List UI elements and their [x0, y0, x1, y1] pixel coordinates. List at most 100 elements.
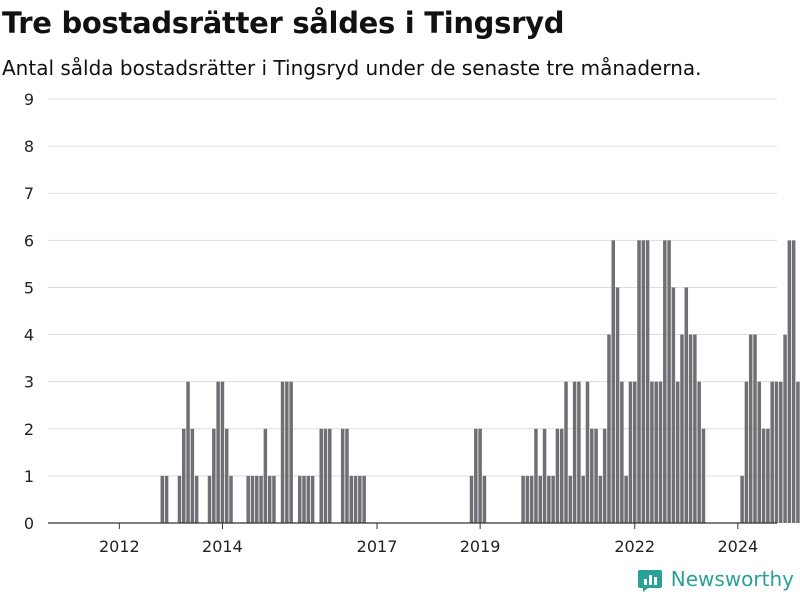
- bar: [559, 428, 564, 523]
- bar: [607, 334, 611, 523]
- bar: [581, 475, 585, 523]
- bar: [594, 428, 598, 523]
- bar: [572, 381, 577, 523]
- brand-logo: Newsworthy: [637, 566, 794, 592]
- bar: [598, 475, 603, 523]
- bar: [362, 475, 366, 523]
- bar: [229, 475, 233, 523]
- bar: [323, 428, 328, 523]
- bar: [602, 428, 607, 523]
- bar: [529, 475, 534, 523]
- x-tick-label: 2022: [614, 537, 655, 556]
- chart-subtitle: Antal sålda bostadsrätter i Tingsryd und…: [2, 56, 702, 80]
- bar: [255, 475, 259, 523]
- bar: [770, 381, 774, 523]
- bar: [538, 475, 542, 523]
- bar: [280, 381, 285, 523]
- bar: [568, 475, 573, 523]
- bar: [645, 240, 650, 524]
- bar: [345, 428, 349, 523]
- y-tick-label: 2: [24, 420, 34, 439]
- bar: [658, 381, 663, 523]
- bar: [212, 428, 216, 523]
- bar: [224, 428, 229, 523]
- bar: [761, 428, 766, 523]
- bar: [289, 381, 293, 523]
- bar: [564, 381, 568, 523]
- x-tick-label: 2017: [357, 537, 398, 556]
- newsworthy-logo-icon: [637, 570, 662, 592]
- x-tick-label: 2012: [99, 537, 140, 556]
- bar: [551, 475, 555, 523]
- brand-name: Newsworthy: [670, 567, 794, 591]
- bar: [547, 475, 551, 523]
- y-tick-label: 8: [24, 137, 34, 156]
- bar: [474, 428, 478, 523]
- bar: [353, 475, 358, 523]
- bar: [757, 381, 762, 523]
- bar: [744, 381, 749, 523]
- bar: [177, 475, 182, 523]
- bar: [216, 381, 220, 523]
- bar: [654, 381, 658, 523]
- bar: [246, 475, 250, 523]
- bar: [577, 381, 581, 523]
- bar: [748, 334, 753, 523]
- bar: [779, 381, 783, 523]
- bar: [358, 475, 362, 523]
- bar: [267, 475, 272, 523]
- chart-title: Tre bostadsrätter såldes i Tingsryd: [2, 6, 565, 40]
- bar: [680, 334, 684, 523]
- y-tick-label: 7: [24, 184, 34, 203]
- bar: [482, 475, 487, 523]
- bar: [671, 287, 676, 523]
- bar: [194, 475, 199, 523]
- y-tick-label: 0: [24, 514, 34, 533]
- bar: [628, 381, 633, 523]
- bar: [637, 240, 641, 524]
- bar: [791, 240, 796, 524]
- bar: [250, 475, 255, 523]
- bar: [306, 475, 311, 523]
- bar: [319, 428, 323, 523]
- bar: [667, 240, 671, 524]
- x-tick-label: 2019: [460, 537, 501, 556]
- bar: [796, 381, 800, 523]
- y-tick-label: 9: [24, 90, 34, 109]
- bar: [641, 240, 646, 524]
- bar: [684, 287, 689, 523]
- bar: [160, 475, 165, 523]
- x-tick-label: 2024: [717, 537, 758, 556]
- bar: [297, 475, 302, 523]
- bar: [693, 334, 697, 523]
- bar: [263, 428, 268, 523]
- bar: [783, 334, 787, 523]
- bar: [650, 381, 654, 523]
- bar: [611, 240, 616, 524]
- bar: [585, 381, 590, 523]
- bar: [740, 475, 744, 523]
- bar: [787, 240, 792, 524]
- bar: [590, 428, 594, 523]
- y-tick-label: 6: [24, 231, 34, 250]
- bar: [542, 428, 547, 523]
- bar: [272, 475, 276, 523]
- y-tick-label: 5: [24, 278, 34, 297]
- bar: [620, 381, 624, 523]
- bar: [774, 381, 779, 523]
- bar: [328, 428, 332, 523]
- bar: [675, 381, 680, 523]
- bar: [340, 428, 345, 523]
- bar: [259, 475, 263, 523]
- y-tick-label: 4: [24, 326, 34, 345]
- bar: [624, 475, 628, 523]
- bar: [220, 381, 225, 523]
- bar: [182, 428, 186, 523]
- bar: [697, 381, 701, 523]
- y-tick-label: 3: [24, 373, 34, 392]
- bar: [469, 475, 474, 523]
- bar: [186, 381, 190, 523]
- bar: [207, 475, 212, 523]
- bar: [688, 334, 693, 523]
